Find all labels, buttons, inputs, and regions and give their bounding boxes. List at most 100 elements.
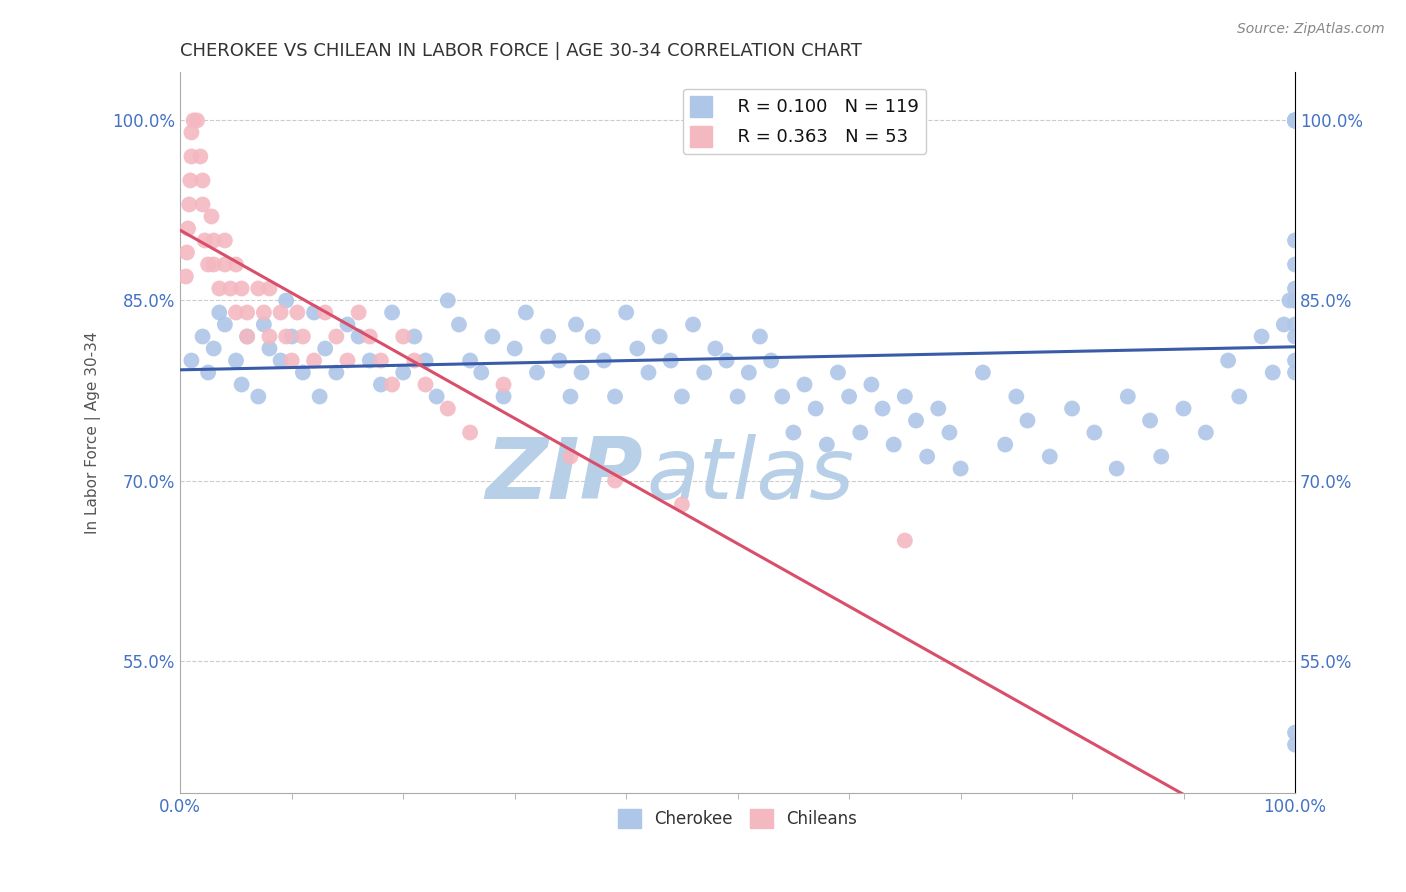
Point <box>259 329 281 343</box>
Point <box>503 342 526 356</box>
Point <box>770 390 793 404</box>
Point <box>180 353 202 368</box>
Point <box>415 377 437 392</box>
Point <box>253 318 276 332</box>
Point <box>1195 425 1218 440</box>
Point <box>270 353 292 368</box>
Point <box>938 425 960 440</box>
Point <box>208 305 231 319</box>
Point <box>603 390 626 404</box>
Point <box>1284 329 1306 343</box>
Point <box>727 390 749 404</box>
Point <box>972 366 994 380</box>
Point <box>1284 738 1306 752</box>
Point <box>526 366 548 380</box>
Point <box>804 401 827 416</box>
Point <box>197 258 219 272</box>
Point <box>470 366 492 380</box>
Y-axis label: In Labor Force | Age 30-34: In Labor Force | Age 30-34 <box>86 331 101 533</box>
Point <box>659 353 682 368</box>
Point <box>281 329 304 343</box>
Point <box>748 329 770 343</box>
Point <box>560 390 582 404</box>
Point <box>270 305 292 319</box>
Point <box>738 366 761 380</box>
Point <box>219 281 242 295</box>
Text: atlas: atlas <box>647 434 855 517</box>
Point <box>437 401 460 416</box>
Point <box>1284 113 1306 128</box>
Point <box>359 353 381 368</box>
Point <box>693 366 716 380</box>
Point <box>515 305 537 319</box>
Point <box>426 390 449 404</box>
Point <box>1284 113 1306 128</box>
Point <box>392 329 415 343</box>
Point <box>1227 390 1250 404</box>
Point <box>336 353 359 368</box>
Point <box>838 390 860 404</box>
Point <box>214 234 236 248</box>
Point <box>1116 390 1139 404</box>
Point <box>208 281 231 295</box>
Point <box>1284 366 1306 380</box>
Point <box>815 437 838 451</box>
Point <box>247 281 270 295</box>
Point <box>1261 366 1284 380</box>
Point <box>849 425 872 440</box>
Point <box>392 366 415 380</box>
Point <box>458 425 481 440</box>
Point <box>883 437 905 451</box>
Point <box>1060 401 1083 416</box>
Point <box>177 221 200 235</box>
Point <box>671 498 693 512</box>
Point <box>225 258 247 272</box>
Point <box>186 113 208 128</box>
Point <box>994 437 1017 451</box>
Point <box>1284 113 1306 128</box>
Point <box>637 366 659 380</box>
Point <box>225 305 247 319</box>
Point <box>458 353 481 368</box>
Point <box>915 450 938 464</box>
Point <box>183 113 205 128</box>
Point <box>716 353 738 368</box>
Point <box>603 474 626 488</box>
Point <box>188 149 211 163</box>
Point <box>381 377 404 392</box>
Point <box>325 366 347 380</box>
Point <box>437 293 460 308</box>
Point <box>1284 281 1306 295</box>
Point <box>314 342 336 356</box>
Point <box>225 353 247 368</box>
Point <box>860 377 883 392</box>
Point <box>492 377 515 392</box>
Point <box>180 149 202 163</box>
Point <box>415 353 437 368</box>
Point <box>253 305 276 319</box>
Point <box>927 401 949 416</box>
Point <box>247 390 270 404</box>
Point <box>827 366 849 380</box>
Point <box>793 377 815 392</box>
Point <box>1250 329 1272 343</box>
Point <box>1284 293 1306 308</box>
Point <box>231 377 253 392</box>
Point <box>259 281 281 295</box>
Point <box>370 377 392 392</box>
Point <box>291 329 314 343</box>
Point <box>704 342 727 356</box>
Point <box>949 461 972 475</box>
Text: CHEROKEE VS CHILEAN IN LABOR FORCE | AGE 30-34 CORRELATION CHART: CHEROKEE VS CHILEAN IN LABOR FORCE | AGE… <box>180 42 862 60</box>
Point <box>336 318 359 332</box>
Point <box>614 305 637 319</box>
Point <box>894 390 917 404</box>
Point <box>447 318 470 332</box>
Point <box>1284 113 1306 128</box>
Point <box>236 305 259 319</box>
Point <box>560 450 582 464</box>
Point <box>1284 234 1306 248</box>
Point <box>582 329 605 343</box>
Point <box>347 329 370 343</box>
Point <box>194 234 217 248</box>
